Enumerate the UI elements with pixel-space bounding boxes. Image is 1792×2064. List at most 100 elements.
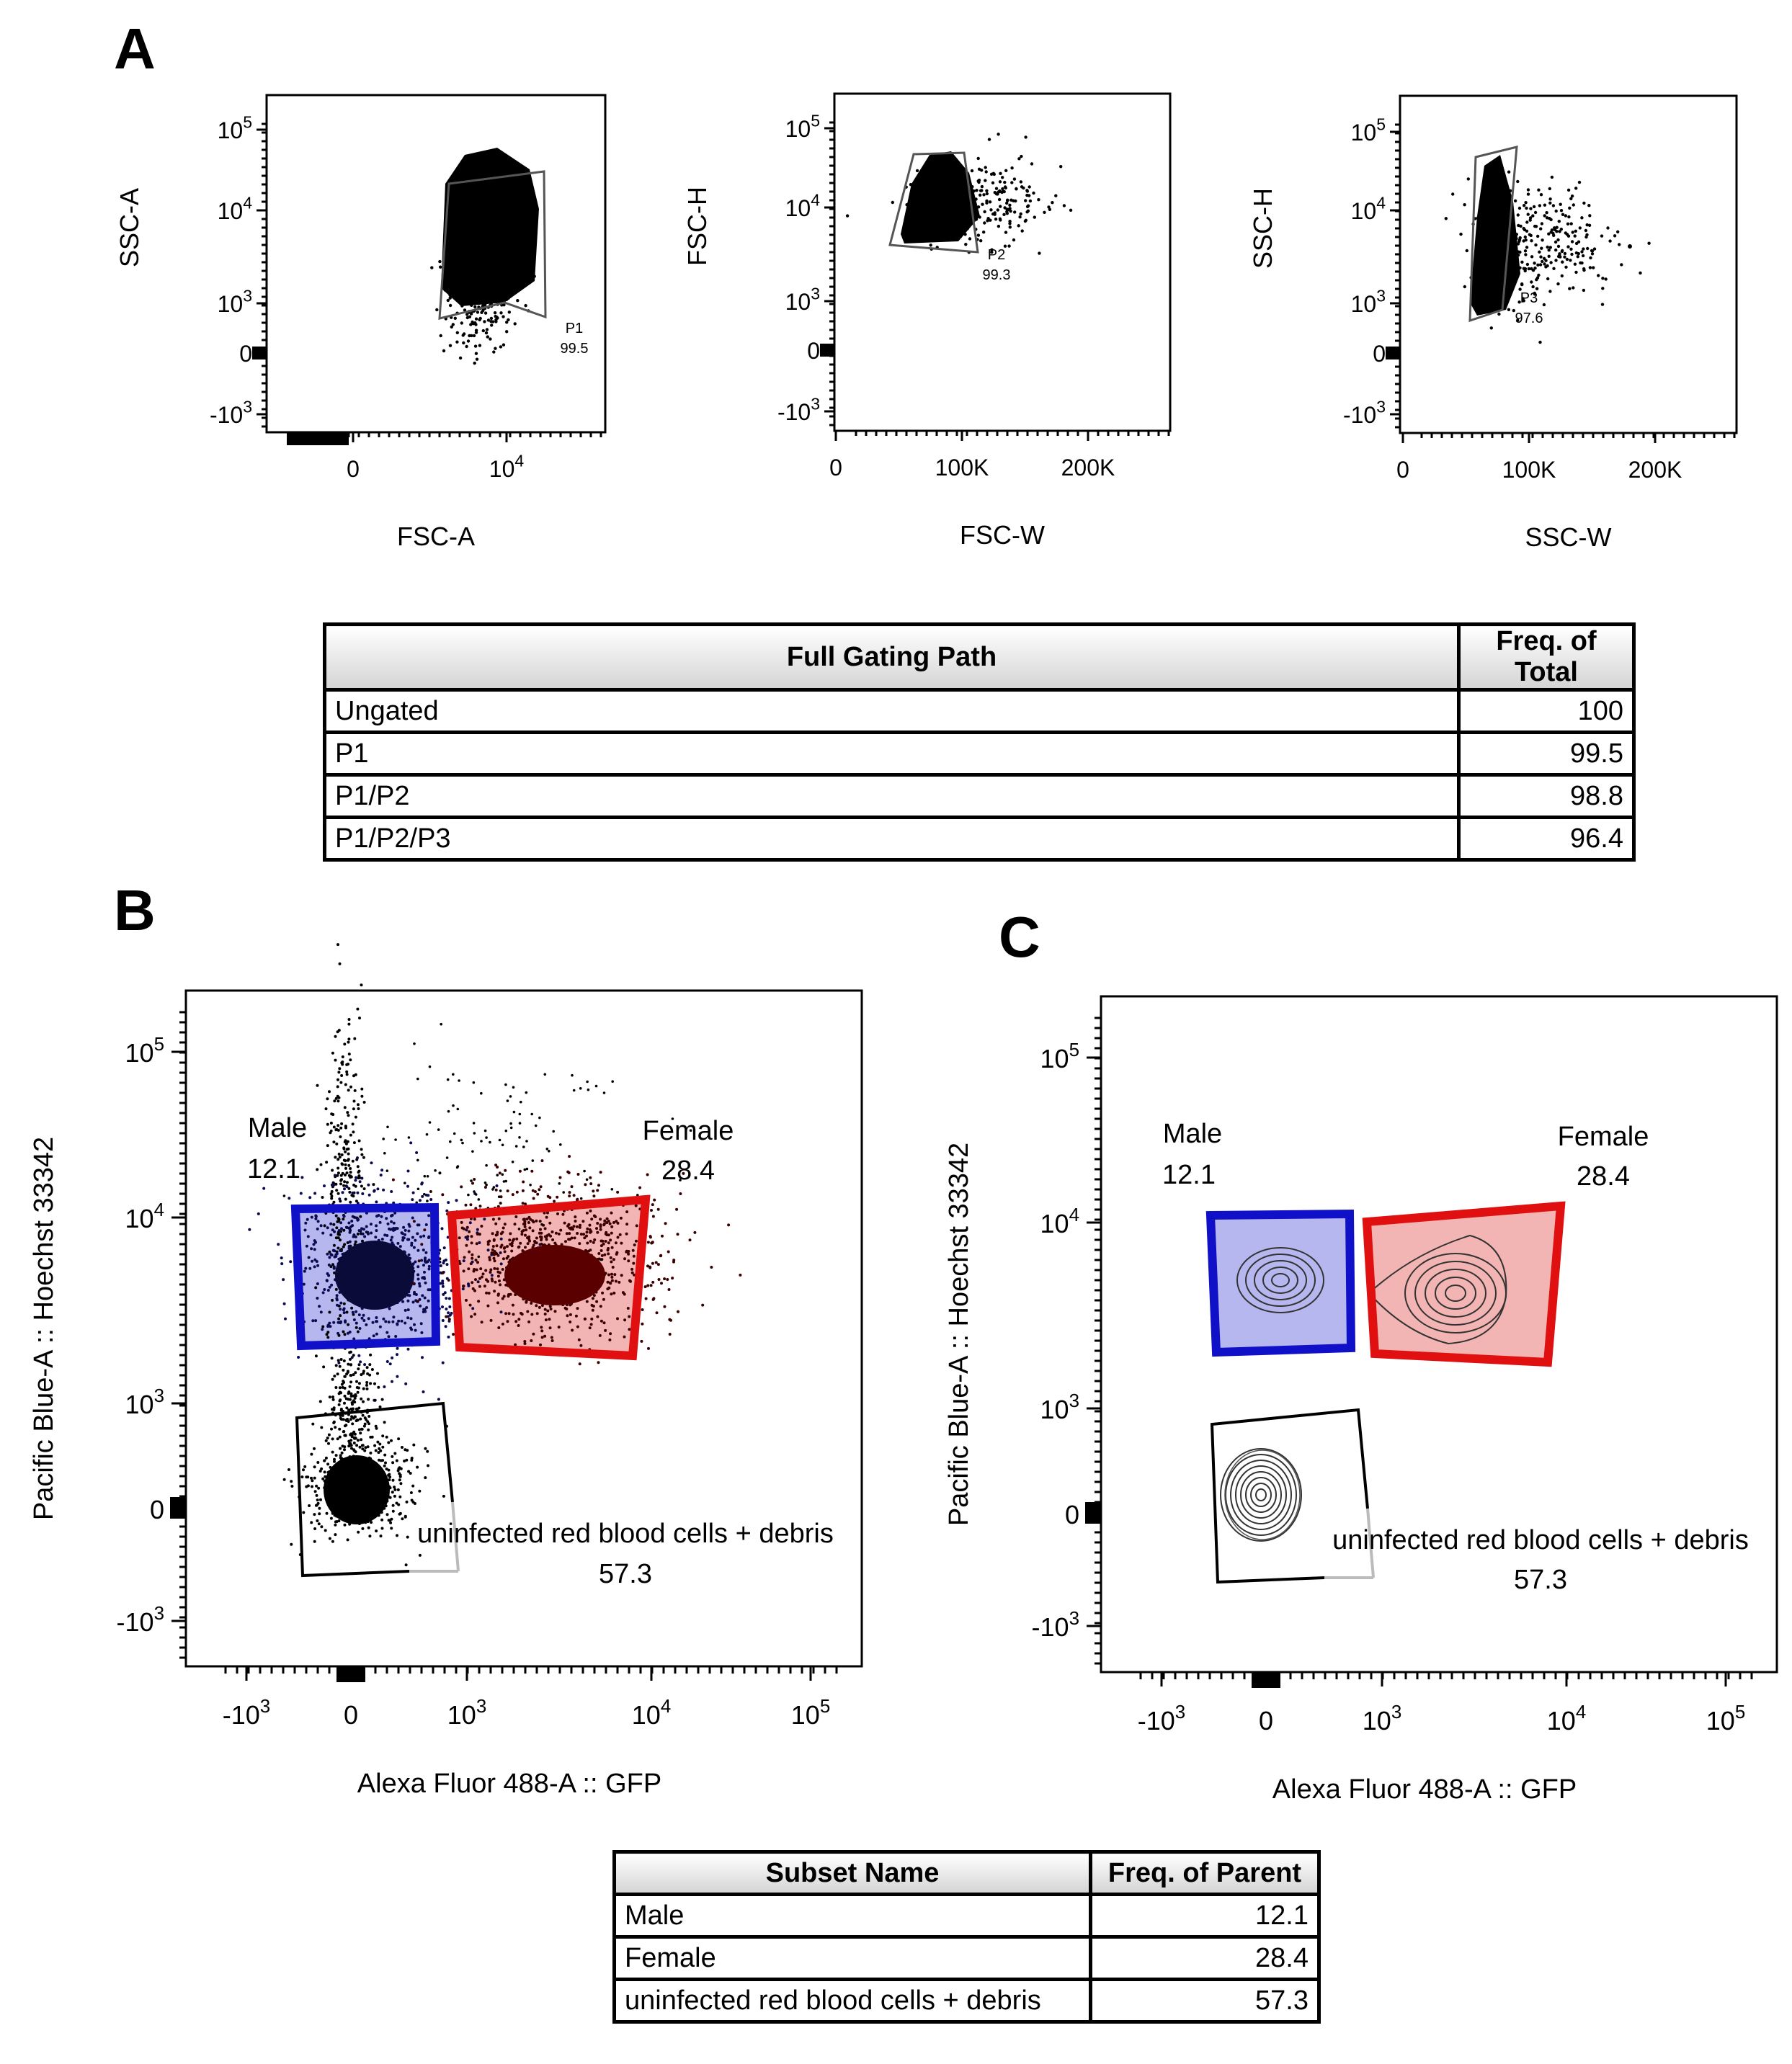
event-dot: [428, 1121, 432, 1124]
event-dot: [409, 1141, 413, 1145]
event-dot: [332, 1200, 336, 1204]
event-dot: [418, 1285, 422, 1288]
event-dot: [504, 1169, 507, 1172]
event-dot: [477, 1198, 481, 1201]
event-dot: [354, 1394, 357, 1398]
event-dot: [380, 1238, 384, 1241]
event-dot: [472, 1269, 476, 1273]
event-dot: [354, 1179, 357, 1182]
event-dot: [424, 1261, 428, 1264]
event-dot: [1012, 238, 1016, 242]
event-dot: [323, 1224, 326, 1228]
event-dot: [330, 1190, 334, 1193]
event-dot: [441, 1285, 445, 1288]
event-dot: [397, 1319, 401, 1323]
event-dot: [1528, 218, 1532, 222]
event-dot: [496, 1267, 499, 1271]
event-dot: [335, 1189, 339, 1192]
event-dot: [485, 328, 489, 331]
event-dot: [599, 1244, 603, 1248]
event-dot: [576, 1307, 579, 1310]
event-dot: [328, 1090, 331, 1094]
event-dot: [304, 1221, 308, 1225]
event-dot: [651, 1297, 655, 1301]
tick-exponent: 4: [1576, 1702, 1586, 1723]
event-dot: [1604, 277, 1608, 281]
tick-label: 104: [125, 1200, 164, 1233]
event-dot: [592, 1194, 596, 1198]
event-dot: [532, 1332, 535, 1336]
event-dot: [579, 1233, 583, 1236]
event-dot: [507, 1312, 511, 1315]
event-dot: [505, 321, 509, 324]
event-dot: [982, 193, 986, 197]
event-dot: [530, 1169, 534, 1173]
event-dot: [983, 221, 986, 225]
event-dot: [338, 1067, 342, 1071]
event-dot: [562, 1191, 565, 1194]
event-dot: [376, 1187, 380, 1191]
event-dot: [582, 1233, 586, 1236]
event-dot: [332, 1125, 336, 1129]
event-dot: [416, 1273, 420, 1277]
event-dot: [616, 1317, 619, 1321]
event-dot: [538, 1116, 541, 1120]
event-dot: [344, 1142, 348, 1145]
event-dot: [485, 1183, 488, 1187]
contour-ring: [1435, 1277, 1476, 1310]
event-dot: [1588, 214, 1592, 218]
plot-frame: [1399, 94, 1738, 434]
x-axis-label: FSC-A: [397, 522, 475, 551]
tick-base: 10: [632, 1700, 661, 1730]
event-dot: [343, 1375, 347, 1378]
event-dot: [326, 1462, 330, 1466]
event-dot: [416, 1232, 419, 1236]
event-dot: [349, 1444, 353, 1447]
event-dot: [367, 1428, 370, 1431]
event-dot: [380, 1527, 384, 1530]
event-dot: [486, 1304, 490, 1308]
event-dot: [352, 1416, 355, 1420]
event-dot: [410, 1328, 414, 1331]
event-dot: [347, 1022, 351, 1026]
event-dot: [471, 1150, 474, 1153]
event-dot: [357, 1313, 361, 1317]
event-dot: [365, 1225, 368, 1228]
event-dot: [483, 320, 486, 323]
event-dot: [599, 1249, 603, 1252]
column-header: Full Gating Path: [323, 622, 1461, 692]
event-dot: [568, 1194, 571, 1198]
event-dot: [393, 1452, 397, 1455]
event-dot: [1601, 277, 1605, 280]
event-dot: [444, 1325, 447, 1328]
event-dot: [566, 1314, 569, 1318]
tick-label: 100K: [935, 455, 989, 481]
event-dot: [366, 1420, 370, 1424]
event-dot: [406, 1347, 410, 1351]
event-dot: [362, 1156, 365, 1159]
event-dot: [412, 1220, 416, 1223]
event-dot: [1523, 235, 1527, 239]
tick-exponent: 3: [154, 1604, 164, 1624]
event-dot: [496, 1270, 500, 1274]
event-dot: [646, 1241, 650, 1244]
event-dot: [352, 1233, 356, 1237]
event-dot: [308, 1504, 311, 1507]
event-dot: [474, 1259, 478, 1262]
event-dot: [1601, 287, 1605, 290]
event-dot: [524, 1202, 527, 1206]
event-dot: [530, 1112, 533, 1116]
event-dot: [599, 1171, 602, 1174]
event-dot: [472, 1122, 476, 1125]
event-dot: [1537, 188, 1541, 192]
event-dot: [483, 311, 488, 315]
tick-label: 104: [785, 191, 821, 221]
event-dot: [651, 1203, 654, 1207]
event-dot: [336, 1030, 339, 1034]
event-dot: [352, 1354, 355, 1357]
event-dot: [324, 1529, 327, 1532]
tick-exponent: 3: [1069, 1609, 1079, 1629]
event-dot: [679, 1179, 682, 1181]
event-dot: [387, 1335, 391, 1339]
dense-core: [441, 148, 539, 306]
